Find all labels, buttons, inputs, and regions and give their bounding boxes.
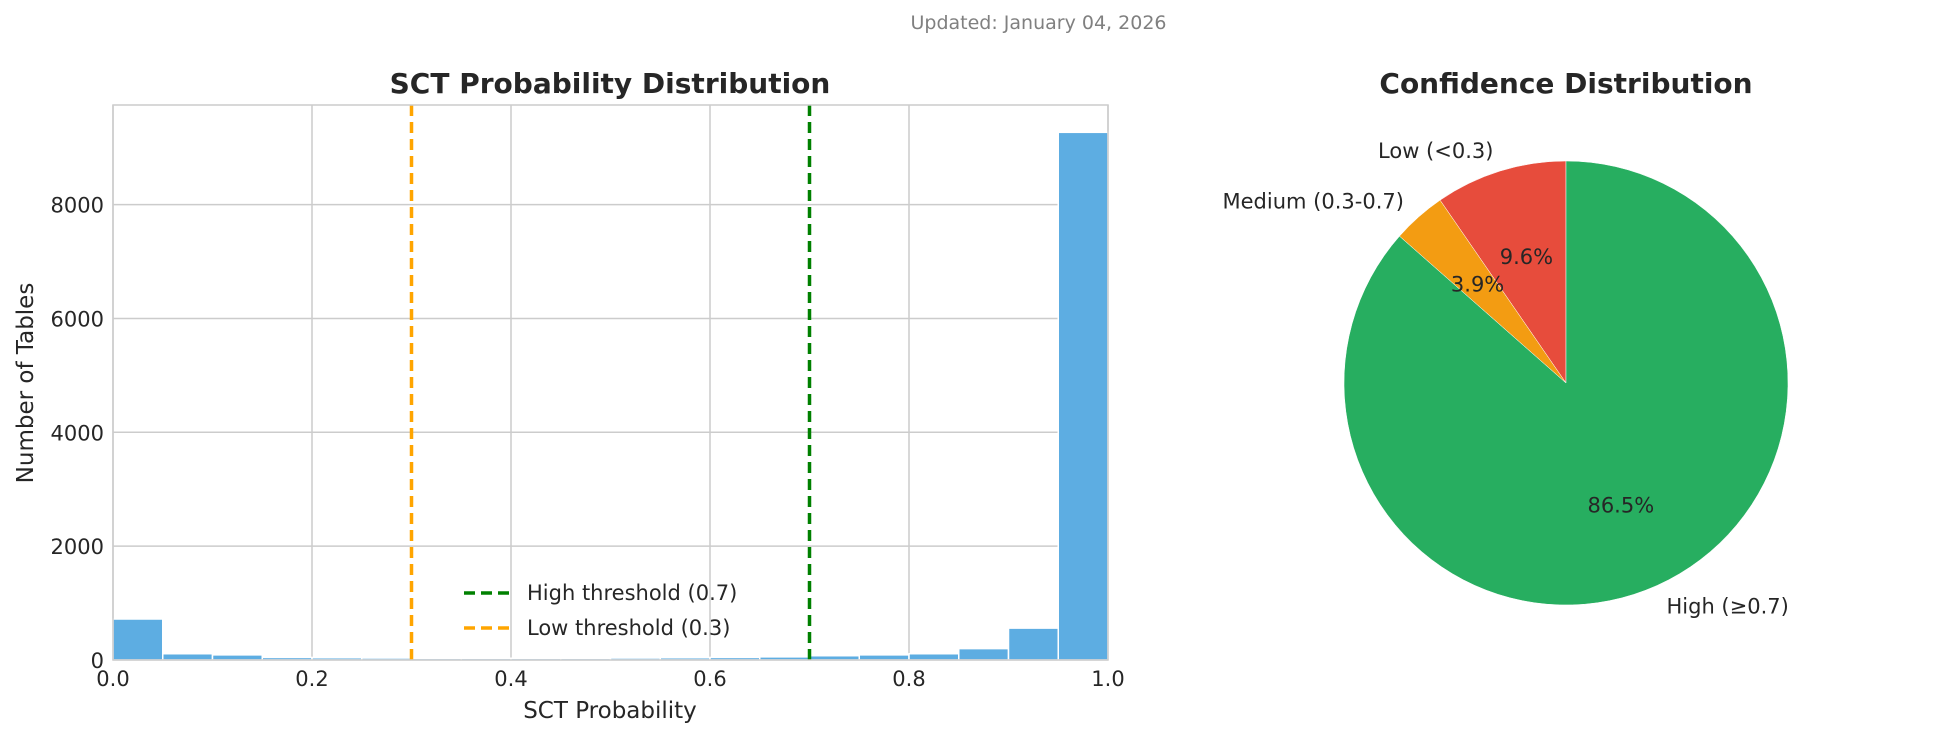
threshold-lines (409, 105, 812, 660)
histogram-grid (112, 105, 1109, 661)
y-tick-label: 2000 (51, 535, 104, 559)
pie-percent-label: 9.6% (1500, 245, 1553, 269)
pie-slice-label: Low (<0.3) (1378, 139, 1493, 163)
y-tick-label: 6000 (51, 307, 104, 331)
x-tick-label: 0.0 (96, 667, 129, 691)
x-tick-label: 0.4 (494, 667, 527, 691)
pie-slice-label: Medium (0.3-0.7) (1223, 189, 1404, 213)
updated-timestamp: Updated: January 04, 2026 (910, 12, 1167, 34)
legend-label-low: Low threshold (0.3) (527, 616, 730, 640)
x-tick-label: 0.2 (295, 667, 328, 691)
histogram-bar (958, 647, 1010, 661)
histogram-bars (112, 131, 1109, 661)
histogram-bar (858, 654, 910, 661)
x-tick-label: 0.6 (693, 667, 726, 691)
histogram-bar (1007, 627, 1059, 661)
histogram-bar (908, 652, 960, 661)
pie-slices (1343, 160, 1789, 606)
x-tick-labels: 0.0 0.2 0.4 0.6 0.8 1.0 (96, 667, 1124, 691)
histogram-bar (112, 618, 164, 661)
histogram-bar (1057, 131, 1109, 661)
pie-panel: Confidence Distribution 9.6% Low (<0.3) 3.… (1223, 67, 1789, 619)
y-tick-label: 8000 (51, 194, 104, 218)
pie-percent-label: 3.9% (1451, 272, 1504, 296)
pie-percent-label: 86.5% (1587, 493, 1654, 517)
y-tick-label: 4000 (51, 421, 104, 445)
x-axis-label: SCT Probability (523, 698, 697, 724)
histogram-frame (112, 104, 1109, 661)
pie-slice (1439, 160, 1567, 384)
y-axis-label: Number of Tables (13, 283, 39, 484)
y-tick-label: 0 (91, 649, 104, 673)
pie-labels: 9.6% Low (<0.3) 3.9% Medium (0.3-0.7) 86.5% H… (1223, 139, 1789, 619)
pie-slice (1343, 160, 1789, 606)
x-tick-label: 1.0 (1091, 667, 1124, 691)
legend-label-high: High threshold (0.7) (527, 581, 737, 605)
histogram-panel: SCT Probability Distribution 0.0 0.2 0.4 0.… (13, 67, 1125, 724)
x-tick-label: 0.8 (892, 667, 925, 691)
histogram-legend: High threshold (0.7) Low threshold (0.3) (464, 581, 737, 640)
y-tick-labels: 0 2000 4000 6000 8000 (51, 194, 104, 673)
histogram-bar (162, 652, 214, 661)
pie-slice-label: High (≥0.7) (1666, 595, 1788, 619)
histogram-title: SCT Probability Distribution (390, 67, 831, 100)
histogram-bar (211, 654, 263, 661)
pie-title: Confidence Distribution (1379, 67, 1752, 100)
